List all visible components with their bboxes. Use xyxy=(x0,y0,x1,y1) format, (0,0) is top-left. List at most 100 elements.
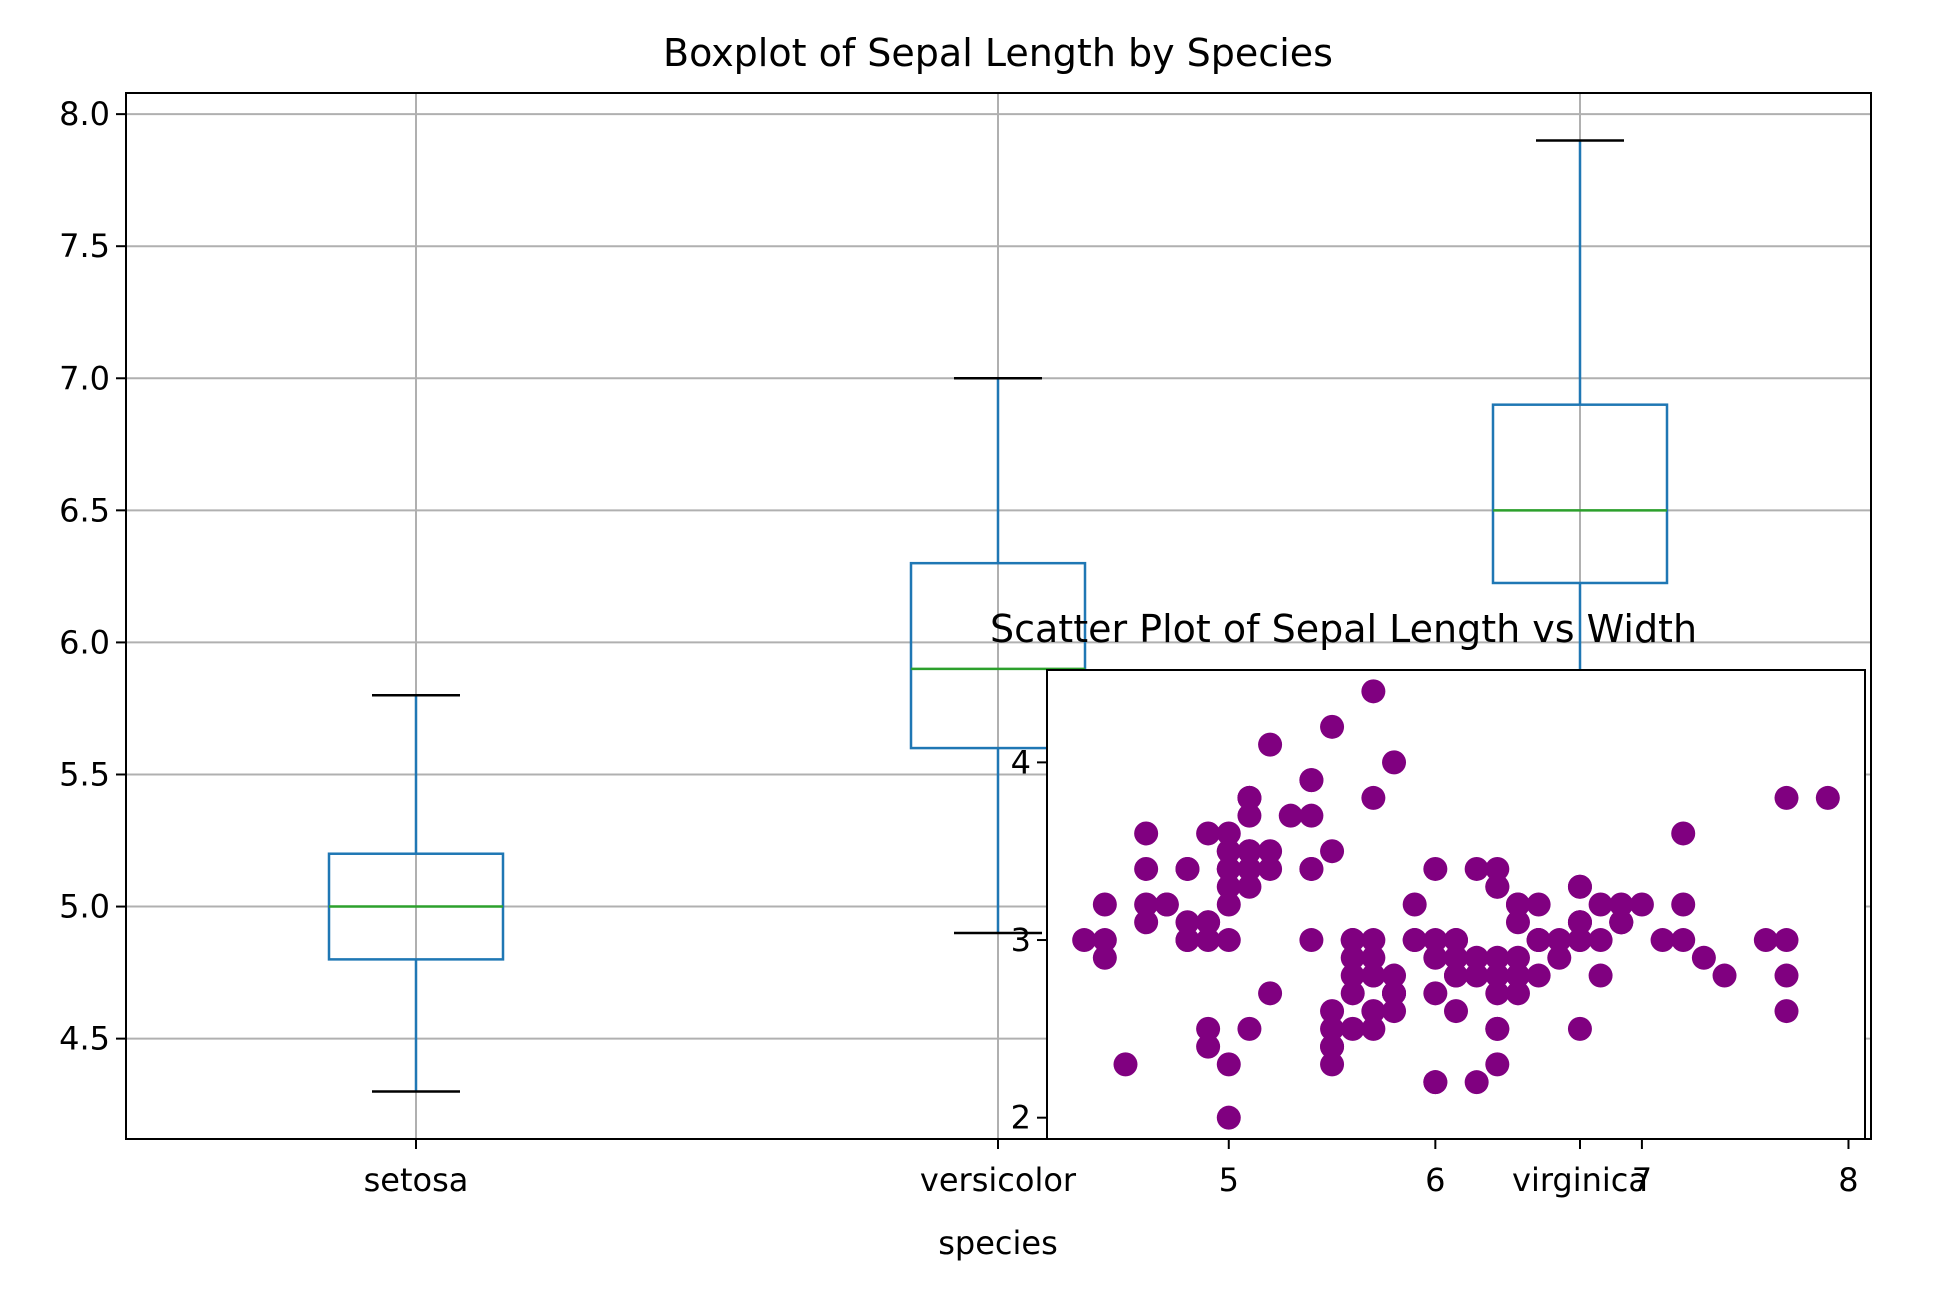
scatter-point xyxy=(1216,839,1241,864)
scatter-point xyxy=(1629,892,1654,917)
scatter-point xyxy=(1423,1070,1448,1095)
scatter-point xyxy=(1216,821,1241,846)
scatter-point xyxy=(1072,928,1097,953)
scatter-title: Scatter Plot of Sepal Length vs Width xyxy=(990,607,1697,651)
scatter-inset-axes: 2 3 4 5 6 7 8 Scatter Plot of Sepal Length vs… xyxy=(990,607,1866,1199)
y-tick-label: 8.0 xyxy=(59,95,110,133)
boxplot-x-ticks: setosa versicolor virginica xyxy=(364,1139,1648,1199)
scatter-point xyxy=(1196,928,1221,953)
scatter-point xyxy=(1258,839,1283,864)
scatter-point xyxy=(1650,928,1675,953)
inset-y-tick-label: 4 xyxy=(1011,743,1031,781)
scatter-point xyxy=(1134,910,1159,935)
scatter-point xyxy=(1423,856,1448,881)
scatter-point xyxy=(1237,874,1262,899)
inset-y-tick-label: 3 xyxy=(1011,921,1031,959)
scatter-point xyxy=(1216,856,1241,881)
scatter-point xyxy=(1485,963,1510,988)
scatter-point xyxy=(1299,803,1324,828)
scatter-point xyxy=(1237,803,1262,828)
scatter-point xyxy=(1258,856,1283,881)
scatter-point xyxy=(1382,963,1407,988)
scatter-point xyxy=(1485,945,1510,970)
x-tick-label-versicolor: versicolor xyxy=(920,1161,1077,1199)
scatter-point xyxy=(1340,928,1365,953)
boxplot-y-ticks: 4.5 5.0 5.5 6.0 6.5 7.0 7.5 8.0 xyxy=(59,95,126,1058)
scatter-point xyxy=(1588,963,1613,988)
y-tick-label: 7.5 xyxy=(59,227,110,265)
scatter-point xyxy=(1196,910,1221,935)
scatter-point xyxy=(1691,945,1716,970)
scatter-point xyxy=(1196,821,1221,846)
scatter-point xyxy=(1505,963,1530,988)
scatter-points xyxy=(1072,679,1840,1130)
x-tick-label-virginica: virginica xyxy=(1512,1161,1648,1199)
scatter-point xyxy=(1134,892,1159,917)
boxplot-x-axis-label: species xyxy=(938,1224,1058,1262)
scatter-point xyxy=(1113,1052,1138,1077)
scatter-point xyxy=(1258,732,1283,757)
scatter-point xyxy=(1216,874,1241,899)
scatter-point xyxy=(1485,1016,1510,1041)
scatter-point xyxy=(1444,963,1468,988)
scatter-point xyxy=(1588,892,1613,917)
scatter-point xyxy=(1361,1016,1386,1041)
scatter-background xyxy=(1047,670,1865,1139)
scatter-point xyxy=(1361,945,1386,970)
iqr-box xyxy=(909,561,1087,750)
box-versicolor xyxy=(909,377,1087,935)
scatter-point xyxy=(1774,963,1799,988)
scatter-point xyxy=(1402,928,1427,953)
scatter-point xyxy=(1134,821,1159,846)
scatter-point xyxy=(1320,1052,1345,1077)
scatter-point xyxy=(1444,928,1468,953)
scatter-point xyxy=(1361,928,1386,953)
y-tick-label: 4.5 xyxy=(59,1020,110,1058)
scatter-point xyxy=(1526,928,1551,953)
scatter-point xyxy=(1216,1052,1241,1077)
scatter-point xyxy=(1092,945,1117,970)
scatter-point xyxy=(1485,1052,1510,1077)
scatter-x-ticks: 5 6 7 8 xyxy=(1219,1139,1859,1199)
scatter-point xyxy=(1196,1034,1221,1059)
scatter-point xyxy=(1092,892,1117,917)
scatter-point xyxy=(1464,963,1489,988)
scatter-point xyxy=(1505,892,1530,917)
scatter-point xyxy=(1340,963,1365,988)
scatter-point xyxy=(1320,839,1345,864)
inset-x-tick-label: 6 xyxy=(1425,1161,1445,1199)
y-tick-label: 6.5 xyxy=(59,491,110,529)
box-setosa xyxy=(327,693,505,1093)
inset-x-tick-label: 5 xyxy=(1219,1161,1239,1199)
scatter-point xyxy=(1753,928,1778,953)
scatter-point xyxy=(1444,999,1468,1024)
scatter-point xyxy=(1485,981,1510,1006)
scatter-point xyxy=(1216,1105,1241,1130)
scatter-point xyxy=(1382,999,1407,1024)
scatter-point xyxy=(1423,928,1448,953)
scatter-point xyxy=(1320,1016,1345,1041)
scatter-point xyxy=(1361,963,1386,988)
scatter-point xyxy=(1505,981,1530,1006)
scatter-point xyxy=(1815,785,1840,810)
x-tick-label-setosa: setosa xyxy=(364,1161,469,1199)
scatter-point xyxy=(1175,910,1200,935)
scatter-point xyxy=(1092,928,1117,953)
scatter-point xyxy=(1671,928,1696,953)
scatter-point xyxy=(1464,945,1489,970)
scatter-point xyxy=(1175,928,1200,953)
boxplot-title: Boxplot of Sepal Length by Species xyxy=(663,31,1333,75)
scatter-point xyxy=(1237,839,1262,864)
scatter-point xyxy=(1154,892,1179,917)
scatter-point xyxy=(1320,999,1345,1024)
scatter-point xyxy=(1340,1016,1365,1041)
scatter-point xyxy=(1382,750,1407,775)
scatter-point xyxy=(1485,874,1510,899)
scatter-frame xyxy=(1046,669,1866,1140)
scatter-point xyxy=(1712,963,1737,988)
scatter-point xyxy=(1609,910,1634,935)
scatter-point xyxy=(1258,981,1283,1006)
scatter-point xyxy=(1774,785,1799,810)
scatter-point xyxy=(1237,785,1262,810)
